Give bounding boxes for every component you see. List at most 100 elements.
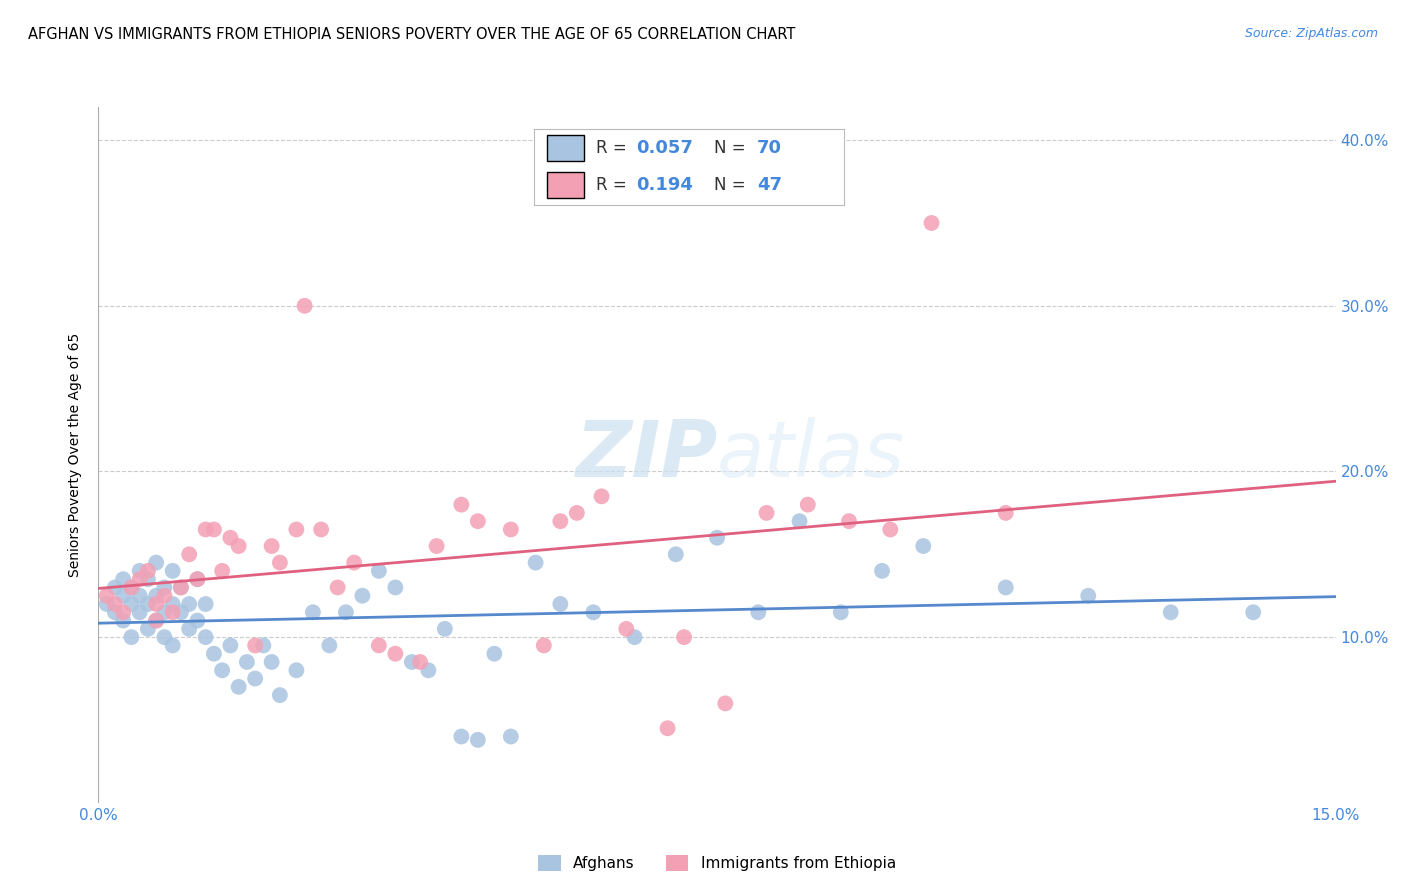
Point (153, 589, 176, 603)
Point (401, 655, 423, 669)
Point (367, 564, 389, 578)
Point (994, 581, 1017, 595)
Point (285, 523, 308, 537)
Legend: Afghans, Immigrants from Ethiopia: Afghans, Immigrants from Ethiopia (530, 847, 904, 879)
Point (550, 514, 572, 528)
Point (202, 647, 225, 661)
Point (1077, 589, 1099, 603)
Point (170, 605, 193, 619)
Text: AFGHAN VS IMMIGRANTS FROM ETHIOPIA SENIORS POVERTY OVER THE AGE OF 65 CORRELATIO: AFGHAN VS IMMIGRANTS FROM ETHIOPIA SENIO… (28, 27, 796, 42)
Point (269, 556, 291, 570)
Point (294, 299, 316, 313)
Point (450, 498, 472, 512)
Point (755, 506, 778, 520)
Point (120, 630, 142, 644)
Point (879, 523, 901, 537)
Point (467, 514, 489, 528)
Text: N =: N = (714, 139, 751, 157)
Point (179, 622, 201, 636)
Text: ZIP: ZIP (575, 417, 717, 493)
Point (179, 597, 201, 611)
Point (162, 564, 184, 578)
FancyBboxPatch shape (547, 136, 583, 161)
Point (162, 605, 184, 619)
Point (343, 556, 366, 570)
Y-axis label: Seniors Poverty Over the Age of 65: Seniors Poverty Over the Age of 65 (69, 333, 83, 577)
Text: 0.057: 0.057 (637, 139, 693, 157)
Point (186, 614, 208, 628)
Point (186, 572, 208, 586)
Point (714, 697, 737, 711)
Point (367, 639, 389, 653)
Point (1241, 605, 1264, 619)
Point (153, 605, 176, 619)
Point (565, 506, 588, 520)
Point (384, 581, 406, 595)
Point (136, 572, 159, 586)
Text: atlas: atlas (717, 417, 905, 493)
Point (194, 630, 217, 644)
Point (285, 663, 308, 677)
Point (219, 531, 242, 545)
Point (186, 572, 208, 586)
Point (104, 605, 127, 619)
Point (499, 730, 522, 744)
FancyBboxPatch shape (547, 172, 583, 198)
Point (912, 539, 935, 553)
Point (194, 597, 217, 611)
Point (747, 605, 769, 619)
Point (104, 597, 127, 611)
Point (870, 564, 893, 578)
Point (533, 639, 555, 653)
Point (112, 589, 135, 603)
Point (162, 639, 184, 653)
Point (591, 489, 613, 503)
Point (96, 589, 118, 603)
Point (170, 581, 193, 595)
Point (228, 539, 250, 553)
Point (162, 597, 184, 611)
Point (418, 663, 440, 677)
Point (524, 556, 547, 570)
Point (145, 556, 167, 570)
Point (120, 597, 142, 611)
Point (136, 622, 159, 636)
Point (228, 680, 250, 694)
Point (194, 523, 217, 537)
Point (170, 581, 193, 595)
Point (96, 597, 118, 611)
Point (112, 614, 135, 628)
Text: R =: R = (596, 139, 633, 157)
Point (326, 581, 349, 595)
Point (789, 514, 811, 528)
Point (1160, 605, 1182, 619)
Point (236, 655, 259, 669)
Point (450, 730, 472, 744)
Point (484, 647, 506, 661)
Point (153, 581, 176, 595)
Point (145, 614, 167, 628)
Point (426, 539, 449, 553)
Point (335, 605, 357, 619)
Point (499, 523, 522, 537)
Point (830, 605, 852, 619)
Point (120, 581, 142, 595)
Point (243, 639, 266, 653)
Point (202, 523, 225, 537)
Point (145, 614, 167, 628)
Text: N =: N = (714, 176, 751, 194)
Point (145, 597, 167, 611)
Point (179, 547, 201, 561)
Point (409, 655, 432, 669)
Point (309, 523, 332, 537)
Point (219, 639, 242, 653)
Point (112, 605, 135, 619)
Point (706, 531, 728, 545)
Point (384, 647, 406, 661)
Point (252, 639, 274, 653)
Text: R =: R = (596, 176, 633, 194)
Text: 0.194: 0.194 (637, 176, 693, 194)
Point (838, 514, 860, 528)
Point (318, 639, 340, 653)
Point (128, 605, 150, 619)
